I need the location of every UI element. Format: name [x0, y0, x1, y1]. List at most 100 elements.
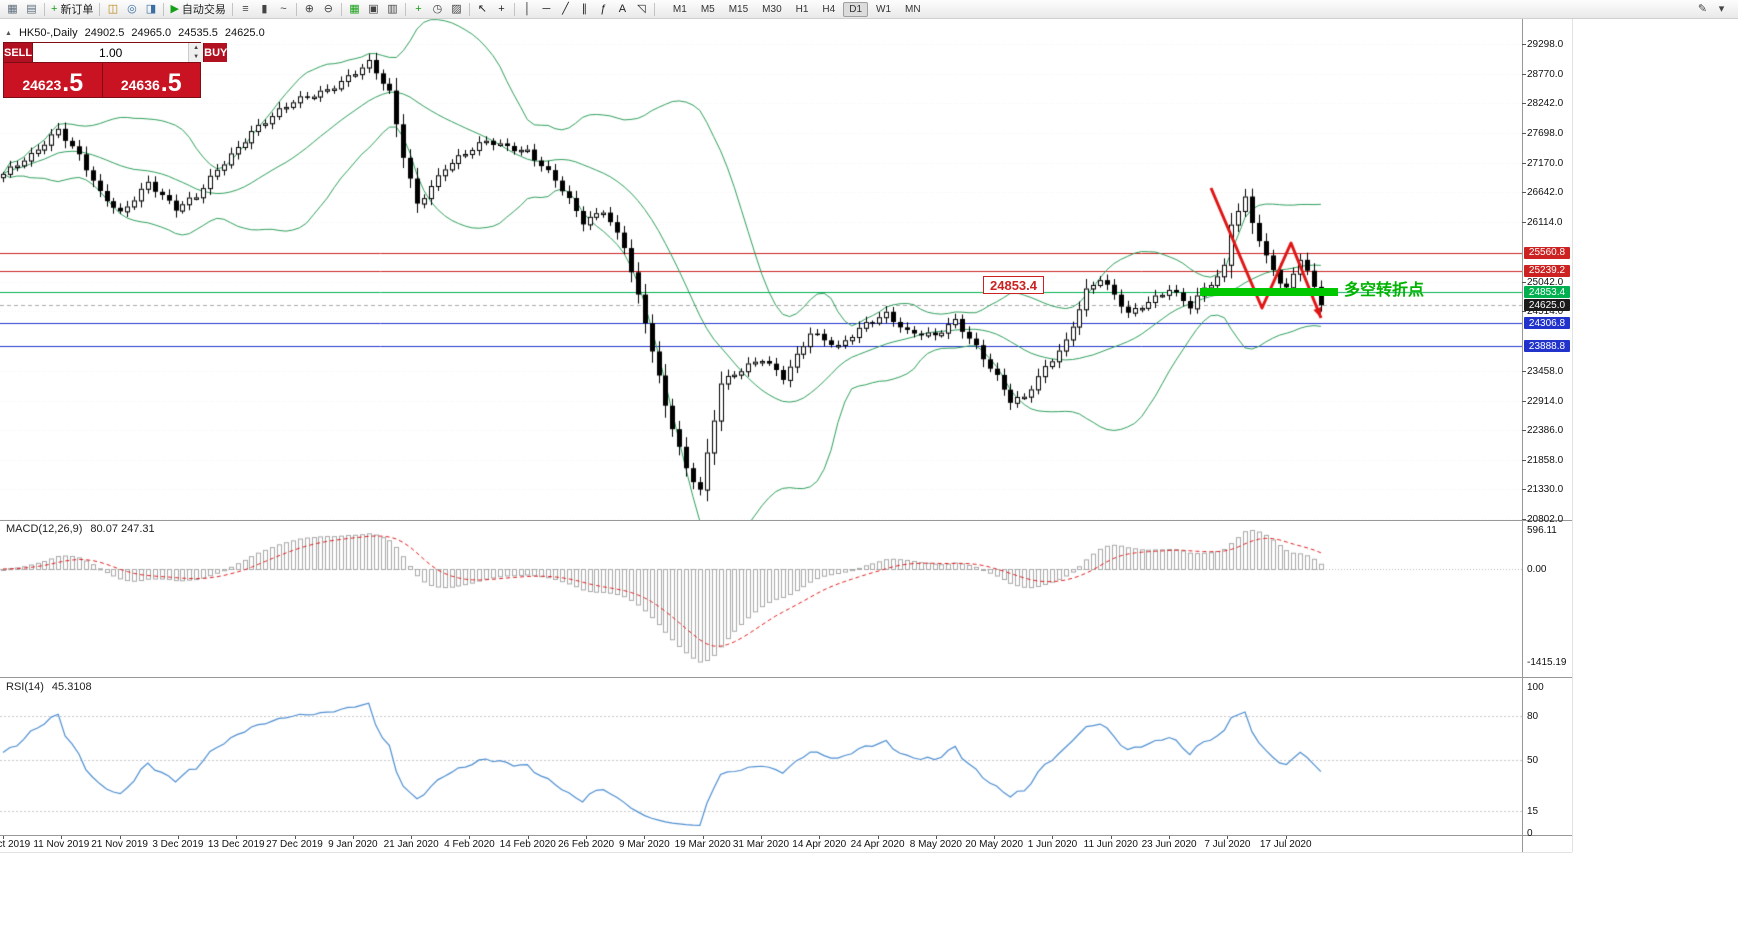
- panel-separator[interactable]: [0, 677, 1572, 678]
- timeframe-m5-button[interactable]: M5: [700, 3, 715, 15]
- tile-windows-button[interactable]: ▦: [345, 1, 364, 18]
- price-axis-label: 22386.0: [1527, 425, 1564, 437]
- arrow-tool-button[interactable]: ◹: [632, 1, 651, 18]
- date-axis-tick: [1052, 836, 1053, 839]
- terminal-button[interactable]: ◨: [141, 1, 160, 18]
- quick-edit-button[interactable]: ✎: [1693, 1, 1712, 18]
- indicators-button[interactable]: +: [409, 1, 428, 18]
- date-axis-label: 11 Jun 2020: [1083, 839, 1138, 850]
- zoom-out-button[interactable]: ⊖: [319, 1, 338, 18]
- buy-button[interactable]: BUY: [204, 43, 228, 62]
- date-axis-tick: [3, 836, 4, 839]
- candlestick-mode-button[interactable]: ▮: [255, 1, 274, 18]
- date-axis-tick: [528, 836, 529, 839]
- date-axis-label: 20 May 2020: [965, 839, 1024, 850]
- templates-button[interactable]: ▨: [447, 1, 466, 18]
- price-axis-tick: [1522, 133, 1526, 134]
- timeframe-w1-button[interactable]: W1: [876, 3, 892, 15]
- crosshair-icon: +: [498, 2, 505, 15]
- turning-point-note[interactable]: 多空转折点: [1344, 282, 1425, 299]
- sell-button[interactable]: SELL: [4, 43, 33, 62]
- timeframe-m15-button[interactable]: M15: [728, 3, 749, 15]
- panel-separator[interactable]: [0, 520, 1572, 521]
- timeframe-d1-button[interactable]: D1: [843, 1, 869, 17]
- date-axis-label: 26 Feb 2020: [557, 839, 615, 850]
- crosshair-button[interactable]: +: [492, 1, 511, 18]
- toolbar-options-button[interactable]: ▾: [1712, 1, 1731, 18]
- rsi-axis-label: 0: [1527, 827, 1533, 839]
- vertical-line-tool-icon: │: [523, 2, 531, 15]
- date-axis-label: 13 Dec 2019: [207, 839, 265, 850]
- horizontal-line-tool-button[interactable]: ─: [537, 1, 556, 18]
- price-axis-tick: [1522, 163, 1526, 164]
- line-chart-mode-icon: ~: [280, 2, 287, 15]
- macd-axis-label: -1415.19: [1527, 656, 1567, 668]
- price-axis-tick: [1522, 460, 1526, 461]
- line-chart-mode-button[interactable]: ~: [274, 1, 293, 18]
- bar-chart-mode-icon: ≡: [242, 2, 249, 15]
- low-value: 24535.5: [178, 27, 218, 39]
- price-axis-tick: [1522, 311, 1526, 312]
- main-chart-canvas[interactable]: [0, 18, 1522, 520]
- channel-tool-button[interactable]: ∥: [575, 1, 594, 18]
- collapse-panel-icon[interactable]: ▲: [5, 29, 12, 37]
- trendline-tool-button[interactable]: ╱: [556, 1, 575, 18]
- arrange-windows-button[interactable]: ▥: [383, 1, 402, 18]
- trendline-tool-icon: ╱: [562, 2, 569, 15]
- toolbar-separator: [99, 2, 101, 16]
- date-axis-tick: [1286, 836, 1287, 839]
- rsi-axis-label: 100: [1527, 682, 1544, 693]
- vertical-line-tool-button[interactable]: │: [518, 1, 537, 18]
- periods-button[interactable]: ◷: [428, 1, 447, 18]
- chart-profiles-button[interactable]: ▤: [22, 1, 41, 18]
- timeframe-m1-button[interactable]: M1: [672, 3, 687, 15]
- timeframe-h1-button[interactable]: H1: [795, 3, 809, 15]
- buy-price[interactable]: 24636 .5: [101, 63, 200, 97]
- rsi-axis-label: 80: [1527, 711, 1539, 723]
- toolbar-separator: [404, 2, 406, 16]
- date-axis-label: 17 Jul 2020: [1259, 839, 1312, 850]
- date-axis-label: 31 Mar 2020: [732, 839, 790, 850]
- price-axis-tick: [1522, 103, 1526, 104]
- volume-increase-button[interactable]: ▲: [189, 43, 204, 53]
- toolbar-separator: [468, 2, 470, 16]
- new-order-button[interactable]: + 新订单: [48, 1, 96, 18]
- text-tool-button[interactable]: A: [613, 1, 632, 18]
- market-watch-button[interactable]: ◫: [103, 1, 122, 18]
- fibonacci-tool-button[interactable]: ƒ: [594, 1, 613, 18]
- turning-zone-highlight[interactable]: [1200, 288, 1338, 297]
- rsi-axis-label: 15: [1527, 805, 1539, 817]
- date-axis-tick: [1169, 836, 1170, 839]
- date-axis-label: 19 Mar 2020: [674, 839, 731, 850]
- panel-separator[interactable]: [0, 835, 1572, 836]
- timeframe-m30-button[interactable]: M30: [762, 3, 782, 15]
- volume-spinner: ▲ ▼: [188, 43, 204, 62]
- volume-input[interactable]: [33, 43, 189, 62]
- macd-values: 80.07 247.31: [90, 523, 155, 535]
- new-chart-button[interactable]: ▦: [3, 1, 22, 18]
- horizontal-line-tool-icon: ─: [542, 2, 551, 15]
- price-axis-badge: 23888.8: [1524, 340, 1570, 353]
- cascade-windows-button[interactable]: ▣: [364, 1, 383, 18]
- date-axis-tick: [644, 836, 645, 839]
- new-order-icon: +: [51, 2, 58, 15]
- cursor-button[interactable]: ↖: [473, 1, 492, 18]
- price-axis-badge: 25239.2: [1524, 264, 1570, 277]
- price-annotation-label[interactable]: 24853.4: [983, 276, 1044, 294]
- volume-decrease-button[interactable]: ▼: [189, 52, 204, 62]
- macd-panel-canvas[interactable]: [0, 521, 1522, 677]
- candlestick-mode-icon: ▮: [261, 2, 268, 15]
- bar-chart-mode-button[interactable]: ≡: [236, 1, 255, 18]
- autotrading-label: 自动交易: [181, 4, 226, 16]
- sell-price[interactable]: 24623 .5: [4, 63, 102, 97]
- price-axis-tick: [1522, 430, 1526, 431]
- zoom-in-button[interactable]: ⊕: [300, 1, 319, 18]
- toolbar: ▦ ▤ + 新订单 ◫ ◎ ◨ ▶ 自动交易 ≡ ▮ ~ ⊕ ⊖ ▦ ▣ ▥ + ◷ ▨ ↖ + │ ─ ╱ ∥ ƒ A ◹ M1 M5 M…: [0, 0, 1738, 19]
- timeframe-mn-button[interactable]: MN: [905, 3, 921, 15]
- quick-edit-icon: ✎: [1697, 2, 1708, 15]
- navigator-button[interactable]: ◎: [122, 1, 141, 18]
- rsi-panel-canvas[interactable]: [0, 678, 1522, 835]
- date-axis-label: 8 May 2020: [909, 839, 963, 850]
- autotrading-button[interactable]: ▶ 自动交易: [167, 1, 228, 18]
- timeframe-h4-button[interactable]: H4: [822, 3, 836, 15]
